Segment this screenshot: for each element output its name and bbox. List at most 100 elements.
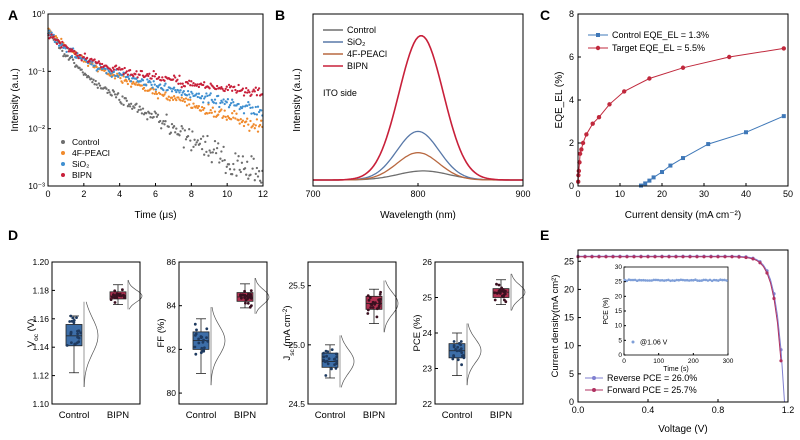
data-point — [248, 91, 251, 94]
data-point — [198, 142, 202, 145]
data-point — [225, 85, 228, 88]
inset-y-tick-label: 30 — [615, 264, 623, 271]
data-point — [253, 179, 256, 182]
data-point — [70, 341, 73, 344]
data-point — [165, 113, 168, 116]
data-point — [225, 118, 228, 121]
data-point — [256, 105, 260, 108]
data-point — [146, 73, 149, 76]
distribution-curve — [511, 273, 526, 311]
data-point — [190, 80, 193, 83]
data-point — [639, 255, 643, 259]
data-point — [169, 131, 173, 134]
data-point — [109, 298, 113, 301]
data-point — [86, 64, 90, 68]
data-point — [172, 95, 176, 98]
data-point — [247, 292, 250, 296]
data-point — [248, 103, 251, 106]
data-point — [110, 70, 113, 73]
data-point — [460, 351, 464, 354]
data-point — [109, 72, 112, 75]
data-point — [175, 90, 178, 94]
data-point — [234, 88, 237, 92]
panel-label-e: E — [540, 227, 549, 243]
data-point — [222, 145, 225, 149]
data-point — [122, 103, 125, 107]
data-point — [123, 66, 126, 70]
data-point — [148, 72, 151, 75]
data-point — [221, 87, 224, 91]
data-point — [153, 75, 156, 78]
data-point — [245, 173, 248, 176]
panel-label-d: D — [8, 227, 18, 243]
data-point — [366, 312, 370, 315]
legend-marker — [61, 173, 65, 177]
data-point — [83, 52, 87, 55]
data-point — [77, 340, 81, 344]
data-point — [126, 105, 130, 108]
data-point — [324, 374, 328, 377]
data-point — [71, 316, 75, 320]
y-tick-label: 1.18 — [32, 285, 49, 295]
data-point — [154, 88, 158, 91]
data-point — [688, 255, 692, 259]
data-point — [162, 88, 165, 92]
data-point — [197, 92, 201, 95]
data-point — [646, 255, 650, 259]
inset-data-point — [698, 279, 701, 283]
x-axis-label: Voltage (V) — [658, 424, 707, 435]
data-point — [65, 50, 68, 54]
data-point — [151, 74, 154, 78]
data-point — [727, 54, 732, 60]
data-point — [378, 300, 381, 304]
data-point — [152, 115, 155, 119]
data-point — [758, 261, 762, 265]
data-point — [57, 44, 61, 47]
data-point — [205, 336, 208, 339]
data-point — [77, 329, 81, 333]
data-point — [189, 139, 192, 142]
x-category-label: BIPN — [107, 410, 129, 421]
legend-marker — [61, 151, 65, 155]
y-tick-label: 15 — [564, 313, 574, 323]
data-point — [210, 98, 213, 102]
data-point — [181, 127, 184, 130]
data-point — [241, 119, 245, 122]
data-point — [607, 102, 612, 107]
inset-data-point — [712, 278, 716, 282]
data-point — [371, 306, 375, 309]
inset-data-point — [654, 278, 658, 282]
legend-label: Reverse PCE = 26.0% — [607, 373, 697, 383]
data-point — [180, 93, 183, 97]
data-point — [111, 295, 114, 299]
data-point — [200, 94, 204, 98]
data-point — [226, 98, 230, 101]
data-point — [252, 88, 255, 91]
data-point — [366, 308, 370, 312]
y-axis-label: FF (%) — [156, 318, 167, 347]
y-tick-label: 20 — [564, 284, 574, 294]
data-point — [212, 101, 216, 104]
data-point — [118, 66, 121, 69]
data-point — [238, 122, 241, 125]
y-tick-label: 84 — [167, 301, 177, 311]
data-point — [498, 289, 502, 292]
x-tick-label: 0.4 — [642, 405, 655, 415]
inset-y-axis-label: PCE (%) — [603, 297, 610, 324]
data-point — [125, 99, 128, 102]
data-point — [249, 293, 253, 296]
data-point — [208, 111, 211, 115]
data-point — [660, 255, 664, 259]
data-point — [250, 112, 253, 115]
data-point — [702, 255, 706, 259]
data-point — [75, 316, 78, 319]
data-point — [221, 101, 224, 104]
data-point — [604, 255, 608, 259]
data-point — [153, 92, 156, 96]
y-tick-label: 10⁰ — [32, 9, 45, 19]
inset-x-tick-label: 300 — [723, 358, 734, 365]
inset-data-point — [669, 279, 672, 283]
inset-data-point — [685, 278, 689, 282]
inset-data-point — [662, 279, 666, 282]
data-point — [194, 332, 198, 336]
